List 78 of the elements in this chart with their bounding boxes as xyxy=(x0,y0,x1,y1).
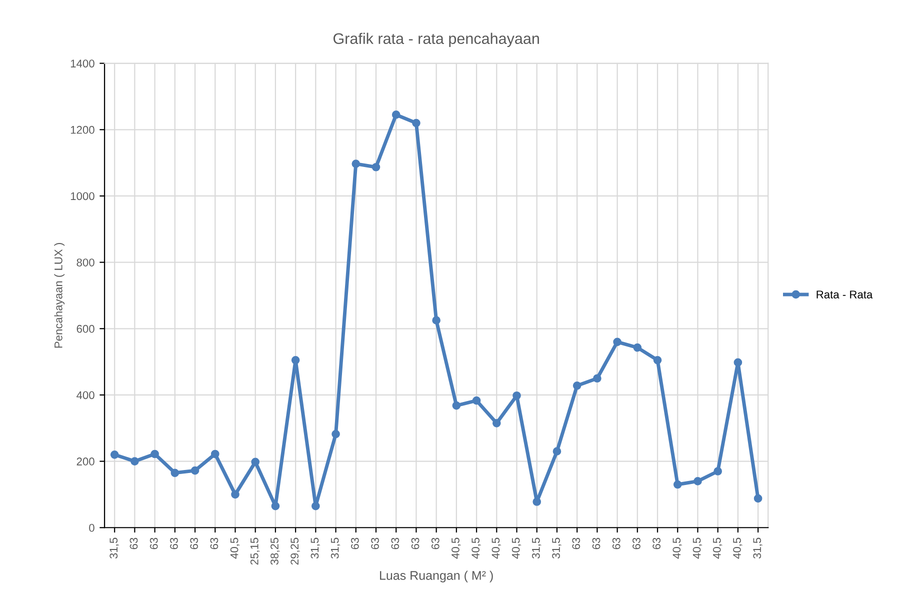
x-tick-label: 63 xyxy=(431,538,440,550)
x-tick-label: 63 xyxy=(652,538,660,550)
point xyxy=(694,477,702,486)
x-tick-label: 40,5 xyxy=(230,538,240,559)
point xyxy=(150,450,159,458)
x-tick-label: 31,5 xyxy=(532,538,542,559)
point xyxy=(130,457,139,466)
y-tick-label: 1400 xyxy=(70,60,94,68)
point xyxy=(492,418,501,428)
x-tick-label: 63 xyxy=(130,538,138,550)
x-tick-label: 40,5 xyxy=(692,538,702,559)
y-tick-label: 1200 xyxy=(70,126,94,134)
point xyxy=(392,110,400,119)
chart-title: Grafik rata - rata pencahayaan xyxy=(333,32,539,48)
x-tick-label: 63 xyxy=(210,538,218,550)
y-tick-label: 600 xyxy=(76,324,94,333)
point xyxy=(472,396,481,405)
x-tick-label: 63 xyxy=(632,538,640,550)
y-tick-label: 800 xyxy=(76,258,94,266)
point xyxy=(714,467,722,476)
point xyxy=(613,338,622,346)
point xyxy=(412,118,420,128)
point xyxy=(291,356,300,364)
x-tick-label: 40,5 xyxy=(472,538,481,559)
point xyxy=(653,356,662,364)
x-tick-label: 40,5 xyxy=(492,538,501,559)
x-tick-label: 63 xyxy=(150,538,158,550)
x-tick-label: 40,5 xyxy=(452,538,461,559)
point xyxy=(372,162,380,172)
point xyxy=(572,382,582,390)
point xyxy=(432,316,440,325)
x-tick-label: 63 xyxy=(371,538,379,550)
point xyxy=(251,458,260,466)
point xyxy=(271,502,280,510)
x-tick-label: 63 xyxy=(612,538,620,550)
point xyxy=(332,430,340,438)
x-tick-label: 40,5 xyxy=(672,538,682,559)
x-tick-label: 31,5 xyxy=(753,538,762,559)
x-tick-label: 40,5 xyxy=(512,538,522,559)
point xyxy=(552,447,562,456)
x-tick-label: 63 xyxy=(592,538,600,550)
x-tick-label: 63 xyxy=(170,538,178,550)
x-tick-label: 25,15 xyxy=(250,538,260,565)
point xyxy=(110,450,119,459)
point xyxy=(190,466,200,475)
point xyxy=(312,502,320,510)
point xyxy=(352,160,360,168)
x-tick-label: 63 xyxy=(572,538,580,550)
y-tick-label: 0 xyxy=(89,524,94,532)
x-tick-label: 29,25 xyxy=(290,538,300,565)
x-tick-label: 40,5 xyxy=(712,538,722,559)
point xyxy=(512,391,521,400)
x-tick-label: 63 xyxy=(411,538,420,550)
x-tick-label: 40,5 xyxy=(733,538,742,559)
y-tick-label: 200 xyxy=(76,458,94,466)
point xyxy=(452,401,461,410)
x-tick-label: 31,5 xyxy=(310,538,320,559)
y-tick-label: 1000 xyxy=(70,192,94,200)
point xyxy=(673,480,682,489)
point xyxy=(210,450,220,458)
x-tick-label: 63 xyxy=(351,538,359,550)
x-tick-label: 38,25 xyxy=(270,538,280,565)
point xyxy=(593,374,602,383)
x-axis-title: Luas Ruangan ( M² ) xyxy=(380,570,493,582)
point xyxy=(170,468,180,478)
x-tick-label: 63 xyxy=(190,538,198,550)
point xyxy=(734,358,742,367)
x-tick-label: 31,5 xyxy=(330,538,340,559)
x-tick-label: 31,5 xyxy=(552,538,562,559)
x-tick-label: 63 xyxy=(391,538,400,550)
point xyxy=(633,343,642,352)
x-tick-label: 31,5 xyxy=(110,538,119,559)
point xyxy=(754,494,762,503)
point xyxy=(532,498,542,506)
legend-label: Rata - Rata xyxy=(816,290,873,298)
point xyxy=(231,490,240,499)
y-axis-title: Pencahayaan ( LUX ) xyxy=(54,243,65,348)
y-tick-label: 400 xyxy=(76,391,94,400)
